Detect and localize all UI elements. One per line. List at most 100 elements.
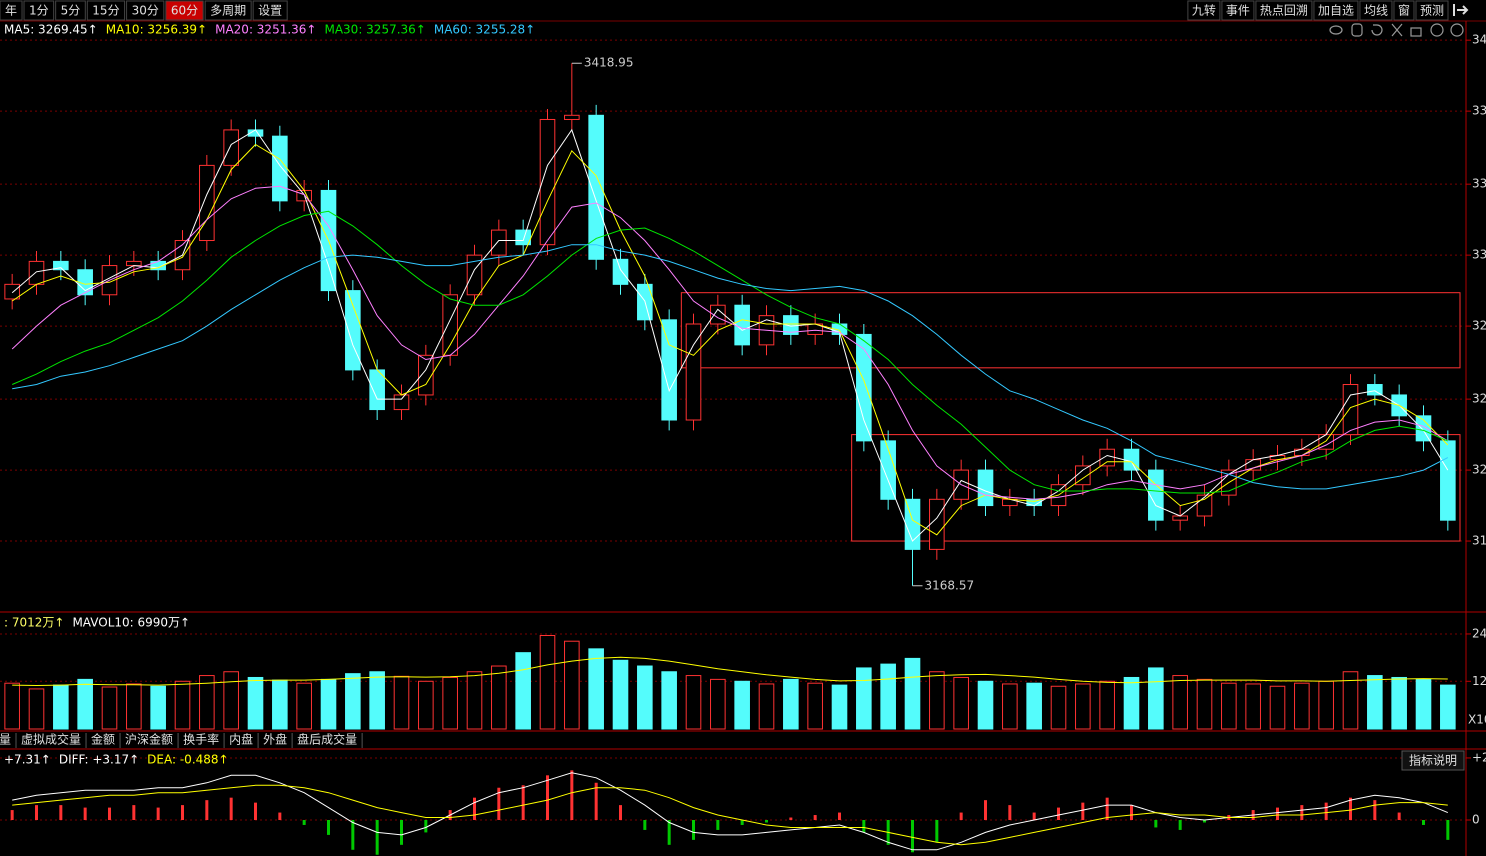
macd-bar [1422, 820, 1425, 825]
tool-label[interactable]: 热点回溯 [1260, 3, 1308, 18]
tool-button[interactable] [1359, 0, 1393, 21]
y-tick-label: 336 [1472, 177, 1486, 191]
period-tab[interactable] [165, 0, 204, 21]
period-label[interactable]: 5分 [61, 4, 81, 18]
period-label[interactable]: 15分 [92, 4, 119, 18]
candle-body [4, 283, 20, 300]
period-tab[interactable] [126, 0, 165, 21]
candle-body [588, 114, 604, 260]
candle-body [1342, 384, 1359, 436]
volume-bar [588, 648, 604, 730]
period-tab[interactable] [86, 0, 126, 21]
indicator-tab[interactable]: 外盘 [263, 732, 287, 747]
y-tick-label: 0 [1472, 813, 1480, 827]
volume-bar [929, 671, 945, 730]
period-tab[interactable] [23, 0, 55, 21]
macd-bar [667, 820, 671, 845]
tool-button[interactable] [1393, 0, 1415, 21]
indicator-tab[interactable]: 量 [0, 733, 11, 747]
tool-label[interactable]: 均线 [1364, 4, 1388, 18]
icon-hand[interactable] [1351, 23, 1363, 37]
help-button-label[interactable]: 指标说明 [1409, 753, 1457, 768]
ma-line [12, 244, 1449, 490]
macd-bar [400, 820, 403, 845]
volume-bar [637, 665, 653, 730]
volume-bar [539, 634, 556, 730]
period-label[interactable]: 年 [5, 4, 17, 18]
macd-bar [862, 820, 866, 833]
tool-label[interactable]: 事件 [1226, 4, 1250, 18]
volume-bar [223, 671, 239, 730]
volume-bar [101, 686, 118, 730]
macd-line [12, 784, 1448, 846]
period-label[interactable]: 1分 [29, 4, 49, 18]
tool-label[interactable]: 九转 [1192, 3, 1216, 18]
macd-bar [83, 807, 87, 821]
axis-unit: X10 [1468, 713, 1486, 727]
period-tab[interactable] [204, 0, 252, 21]
volume-bar [856, 667, 872, 730]
period-label[interactable]: 设置 [258, 4, 282, 18]
candle-body [1075, 465, 1091, 486]
macd-bar [35, 805, 38, 821]
volume-bar [466, 671, 483, 730]
tool-label[interactable]: 预测 [1420, 4, 1444, 18]
period-label[interactable]: 60分 [171, 4, 198, 18]
tool-button[interactable] [1313, 0, 1359, 21]
legend-entry: DEA: -0.488↑ [147, 753, 228, 767]
candle-body [904, 498, 921, 550]
legend-entry: MAVOL10: 6990万↑ [72, 616, 190, 630]
candle-body [1172, 515, 1188, 521]
volume-bar [247, 676, 264, 730]
icon-cut[interactable] [1391, 23, 1403, 37]
tool-button[interactable] [1221, 0, 1255, 21]
icon-eye[interactable] [1329, 25, 1343, 35]
indicator-tab[interactable]: 虚拟成交量 [21, 732, 81, 747]
macd-bar [1397, 812, 1401, 821]
price-zone [851, 434, 1461, 542]
icon-zoom-in[interactable] [1430, 23, 1444, 37]
candle-body [1440, 440, 1456, 521]
tool-button[interactable] [1415, 0, 1449, 21]
tool-label[interactable]: 加自选 [1318, 4, 1354, 18]
ma-line [12, 210, 1448, 494]
view-icons [1329, 23, 1464, 37]
period-tab[interactable] [0, 0, 23, 21]
legend-entry: MA60: 3255.28↑ [434, 23, 535, 37]
period-label[interactable]: 多周期 [210, 4, 246, 18]
volume-bar [953, 676, 969, 730]
indicator-tab[interactable]: 换手率 [183, 732, 219, 747]
candle-body [515, 229, 531, 246]
indicator-tab[interactable]: 盘后成交量 [297, 732, 357, 747]
volume-bar [1075, 683, 1091, 730]
volume-bar [783, 678, 799, 730]
volume-bar [345, 673, 361, 730]
tool-button[interactable] [1187, 0, 1221, 21]
macd-bar [1105, 797, 1109, 821]
macd-bar [254, 802, 257, 821]
indicator-tab[interactable]: 内盘 [229, 732, 253, 747]
macd-bar [59, 805, 63, 821]
period-tab[interactable] [252, 0, 288, 21]
macd-bar [789, 817, 793, 821]
volume-bar [126, 683, 142, 730]
volume-bar [28, 688, 45, 730]
icon-undo[interactable] [1371, 24, 1383, 36]
indicator-tab[interactable]: 沪深金额 [125, 732, 173, 747]
period-tab[interactable] [55, 0, 86, 21]
icon-zoom-out[interactable] [1450, 23, 1464, 37]
period-label[interactable]: 30分 [132, 4, 159, 18]
volume-bar [150, 685, 166, 730]
volume-bar [320, 678, 337, 730]
help-button[interactable] [1401, 750, 1465, 771]
volume-bar [1440, 684, 1456, 730]
candle-body [126, 260, 142, 267]
tool-label[interactable]: 窗 [1398, 4, 1410, 18]
indicator-tab[interactable]: 金额 [91, 732, 115, 747]
macd-bar [911, 820, 914, 853]
icon-collapse[interactable] [1453, 4, 1469, 16]
icon-lock[interactable] [1410, 27, 1422, 37]
tool-button[interactable] [1255, 0, 1313, 21]
volume-bar [564, 640, 580, 730]
macd-bar [619, 805, 622, 821]
